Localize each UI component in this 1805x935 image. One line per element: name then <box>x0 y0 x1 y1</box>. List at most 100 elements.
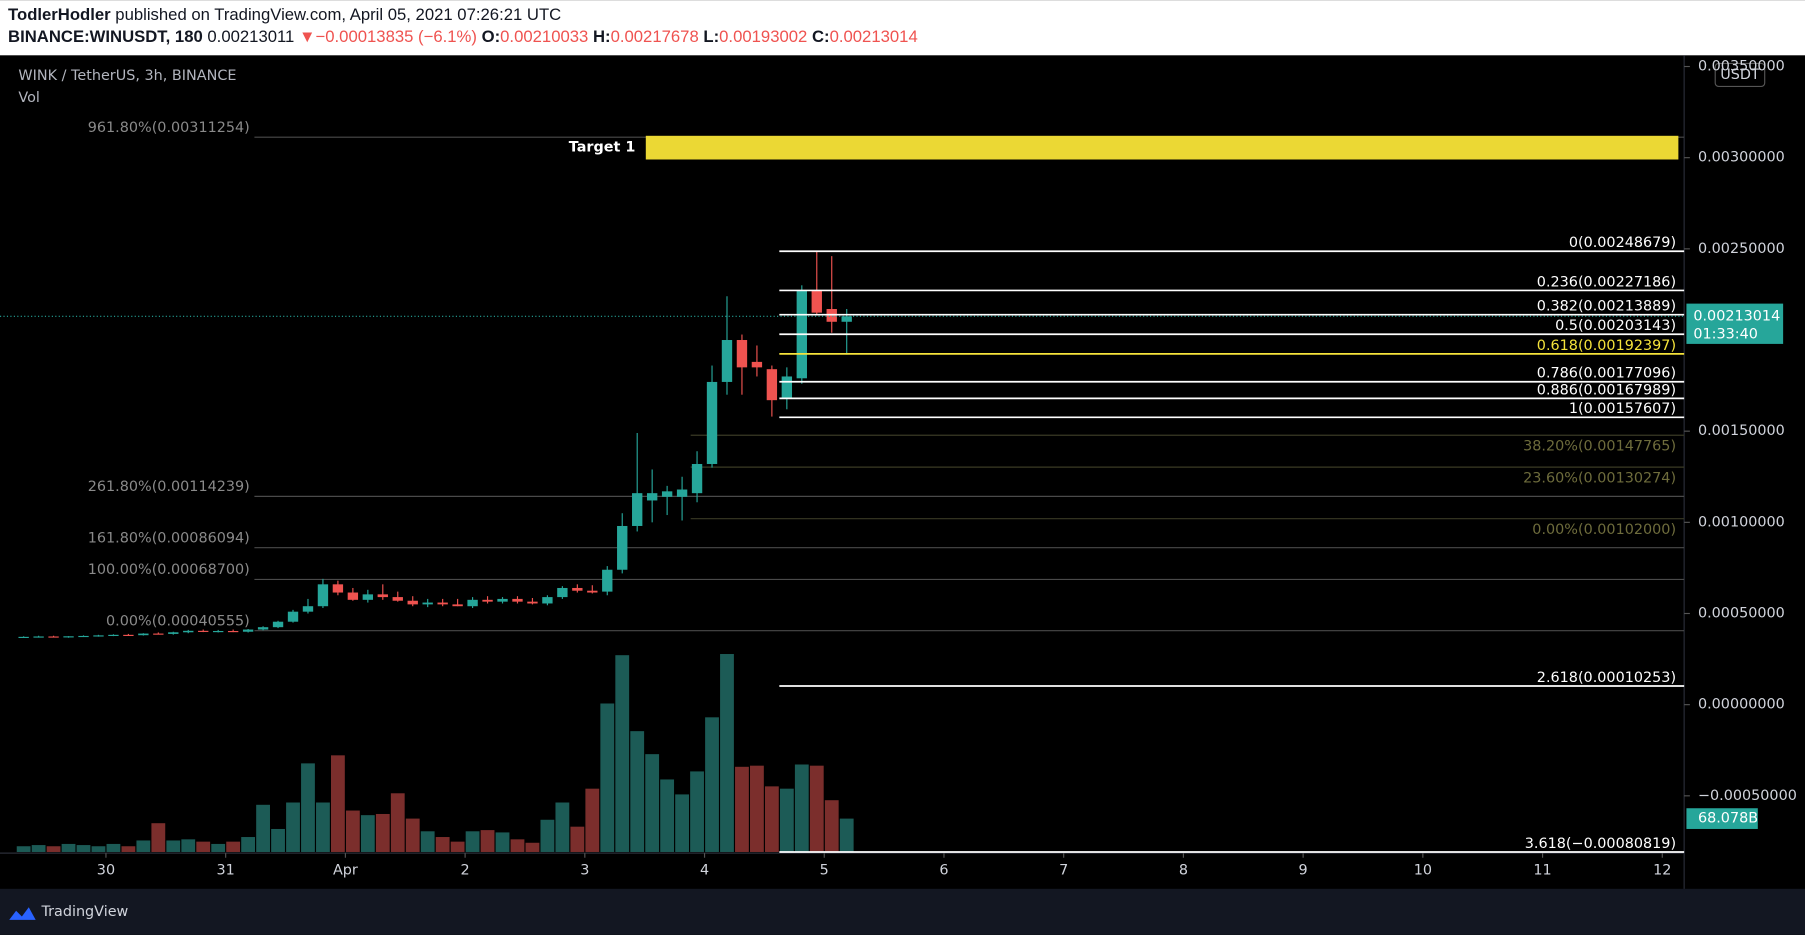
volume-bar <box>226 841 241 852</box>
volume-bar <box>809 765 824 852</box>
volume-bar <box>151 823 166 852</box>
volume-bar <box>390 793 405 852</box>
legend-title: WINK / TetherUS, 3h, BINANCE <box>18 68 236 84</box>
volume-bar <box>316 802 330 852</box>
fib-mid-label: 0.00%(0.00102000) <box>1532 522 1676 538</box>
target-label: Target 1 <box>569 140 636 156</box>
volume-bar <box>465 831 480 852</box>
candle-body <box>542 597 553 604</box>
candle-body <box>377 594 388 598</box>
candle-body <box>632 493 643 526</box>
o-value: 0.00210033 <box>500 28 588 47</box>
fib-old-label: 100.00%(0.00068700) <box>88 562 250 578</box>
volume-bar <box>824 800 839 852</box>
fib-label: 2.618(0.00010253) <box>1537 670 1676 686</box>
volume-bar <box>16 846 31 852</box>
candle-body <box>332 584 344 593</box>
fib-label: 1(0.00157607) <box>1569 401 1676 417</box>
volume-bar <box>61 843 76 852</box>
volume-bar <box>585 788 600 852</box>
volume-bar <box>735 766 749 852</box>
volume-bar <box>241 837 256 852</box>
y-tick-label: −0.00050000 <box>1698 788 1797 804</box>
volume-bar <box>630 731 645 852</box>
currency-label[interactable]: USDT <box>1720 67 1760 83</box>
fib-old-label: 0.00%(0.00040555) <box>106 614 250 630</box>
candle-body <box>602 569 613 592</box>
candle-body <box>93 635 104 637</box>
candle-body <box>422 602 433 605</box>
volume-bar <box>31 845 46 852</box>
fib-label: 0(0.00248679) <box>1569 235 1676 251</box>
x-tick-label: 31 <box>217 862 235 878</box>
x-tick-label: 10 <box>1414 862 1432 878</box>
countdown-label: 01:33:40 <box>1693 327 1758 343</box>
l-value: 0.00193002 <box>719 28 807 47</box>
candle-body <box>272 621 284 628</box>
volume-bar <box>330 755 345 852</box>
fib-label: 3.618(−0.00080819) <box>1525 836 1676 852</box>
volume-bar <box>615 655 630 852</box>
volume-bar <box>779 788 794 852</box>
volume-bar <box>480 830 495 852</box>
candle-body <box>587 590 598 593</box>
fib-mid-label: 23.60%(0.00130274) <box>1523 471 1676 487</box>
volume-bar <box>720 654 734 852</box>
candle-body <box>18 636 29 638</box>
x-tick-label: 8 <box>1179 862 1188 878</box>
candle-body <box>33 636 44 638</box>
volume-bar <box>76 845 91 852</box>
candle-body <box>213 631 224 633</box>
fib-label: 0.382(0.00213889) <box>1537 299 1676 315</box>
candle-body <box>706 381 718 464</box>
candle-body <box>168 632 179 634</box>
volume-bar <box>510 839 525 852</box>
y-tick-label: 0.00300000 <box>1698 150 1785 166</box>
change: −0.00013835 (−6.1%) <box>316 28 477 47</box>
candle-body <box>572 587 583 591</box>
last: 0.00213011 <box>207 28 294 47</box>
arrow: ▼ <box>299 28 316 47</box>
candle-body <box>347 592 359 600</box>
candle-body <box>63 636 74 638</box>
volume-bar <box>181 839 196 852</box>
volume-bar <box>450 841 465 852</box>
candle-body <box>198 630 209 632</box>
y-tick-label: 0.00100000 <box>1698 514 1785 530</box>
header-line2: BINANCE:WINUSDT, 180 0.00213011 ▼−0.0001… <box>8 28 918 47</box>
candle-body <box>287 611 299 622</box>
volume-bar <box>360 815 375 852</box>
volume-bar <box>839 818 854 852</box>
volume-bar <box>525 842 540 852</box>
volume-bar <box>121 846 136 852</box>
x-tick-label: 11 <box>1533 862 1551 878</box>
o-label: O: <box>482 28 501 47</box>
currency-button[interactable] <box>1714 62 1766 88</box>
h-label: H: <box>593 28 611 47</box>
candle-body <box>452 604 463 607</box>
brand-logo <box>9 907 36 920</box>
candle-body <box>242 629 254 632</box>
candle-body <box>736 340 748 368</box>
candle-body <box>557 587 568 598</box>
last-price-label: 0.00213014 <box>1693 308 1780 324</box>
candle-body <box>392 597 403 601</box>
volume-bar <box>405 818 420 852</box>
candle-body <box>497 598 508 602</box>
footer-brand: TradingView <box>40 904 128 920</box>
volume-bar <box>301 763 315 852</box>
candle-body <box>811 290 822 313</box>
volume-bar <box>435 837 450 852</box>
fib-label: 0.786(0.00177096) <box>1537 366 1676 382</box>
volume-bar <box>540 819 555 852</box>
candle-body <box>317 584 329 607</box>
volume-bar <box>345 810 360 852</box>
volume-bar <box>375 813 390 852</box>
candle-body <box>78 635 89 638</box>
volume-bar <box>495 832 510 852</box>
y-tick-label: 0.00150000 <box>1698 423 1785 439</box>
y-tick-label: 0.00250000 <box>1698 241 1785 257</box>
volume-bar <box>211 843 226 852</box>
x-tick-label: 5 <box>820 862 829 878</box>
